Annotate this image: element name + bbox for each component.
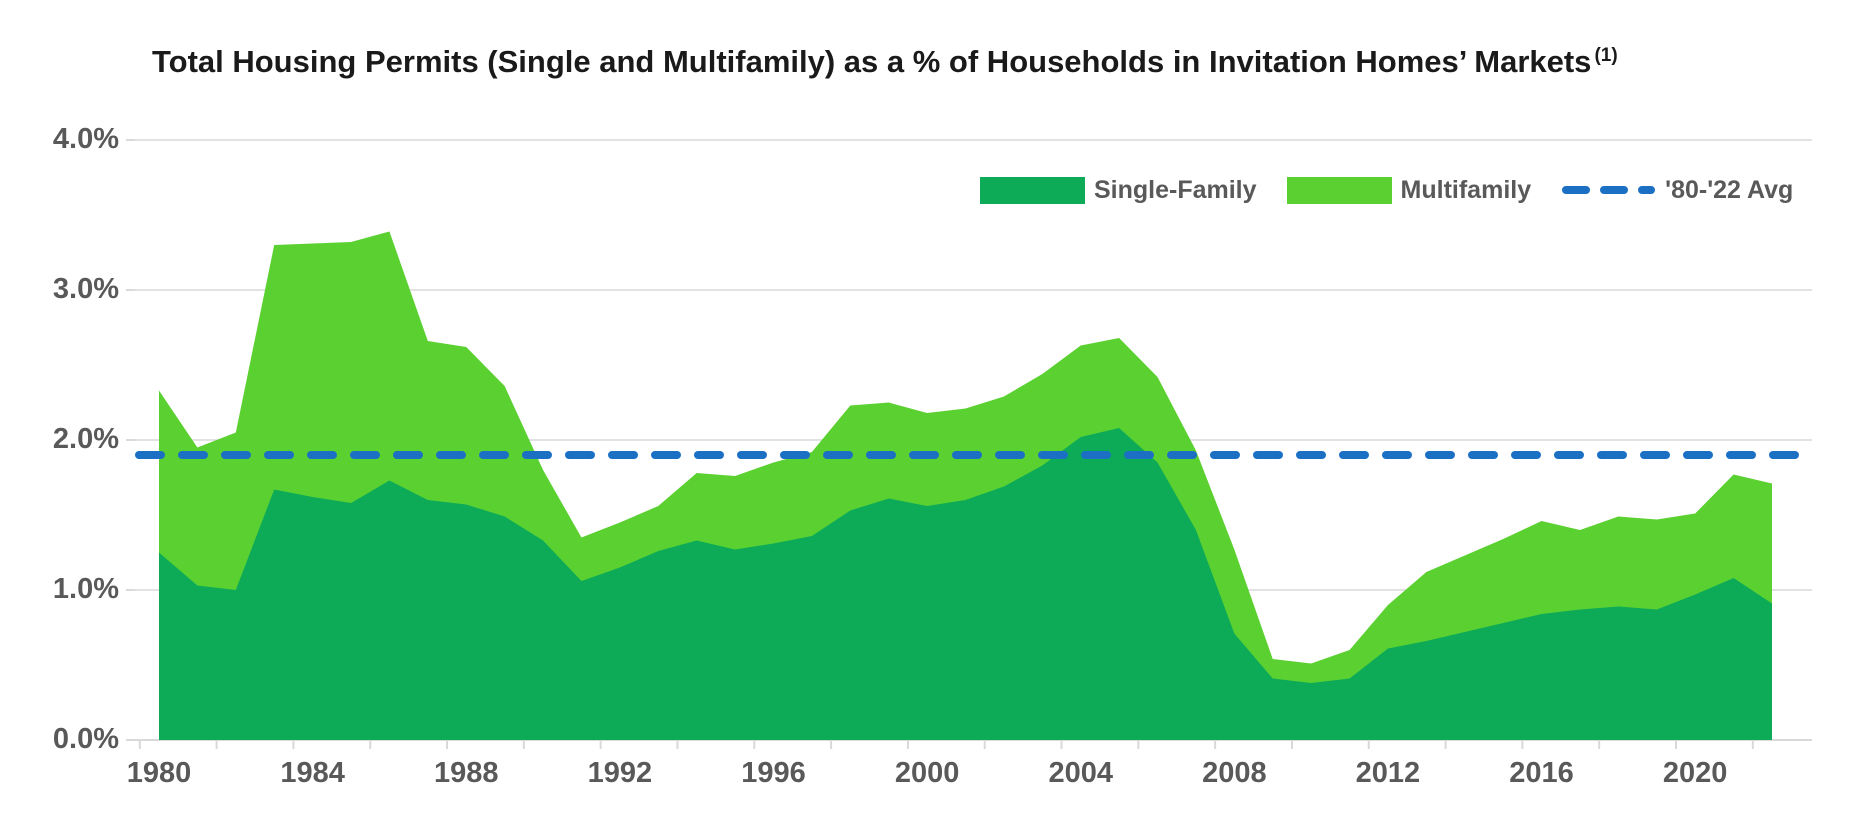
footnote-marker: (1) [1594,44,1618,66]
x-axis-label: 1996 [741,757,806,789]
x-axis-label: 2004 [1048,757,1113,789]
legend-item-avg: '80-'22 Avg [1561,176,1793,205]
x-axis-label: 2008 [1202,757,1267,789]
legend: Single-Family Multifamily '80-'22 Avg [980,170,1793,210]
legend-label-multifamily: Multifamily [1400,175,1532,204]
x-axis-label: 1984 [280,757,345,789]
legend-item-multifamily: Multifamily [1286,175,1532,205]
y-axis-label: 0.0% [52,723,119,755]
chart-title-text: Total Housing Permits (Single and Multif… [152,44,1592,79]
y-axis-label: 4.0% [52,123,119,155]
x-axis-label: 2000 [894,757,960,789]
chart-title: Total Housing Permits (Single and Multif… [152,44,1618,80]
y-axis-label: 3.0% [52,273,119,305]
x-axis-label: 1980 [126,757,192,789]
avg-dashed-line-icon [1562,186,1656,194]
x-axis-label: 2012 [1355,757,1421,789]
x-axis-label: 1988 [433,757,499,789]
single-family-swatch-icon [980,176,1085,204]
y-axis-label: 1.0% [52,573,119,605]
legend-label-avg: '80-'22 Avg [1665,175,1794,204]
x-axis-label: 2020 [1662,757,1728,789]
single-family-area-series [159,428,1772,740]
legend-item-single-family: Single-Family [980,176,1257,205]
x-axis-label: 1992 [587,757,653,789]
y-axis-label: 2.0% [52,423,119,455]
x-axis-label: 2016 [1509,757,1574,789]
legend-label-single-family: Single-Family [1094,175,1257,204]
multifamily-swatch-icon [1286,176,1392,204]
